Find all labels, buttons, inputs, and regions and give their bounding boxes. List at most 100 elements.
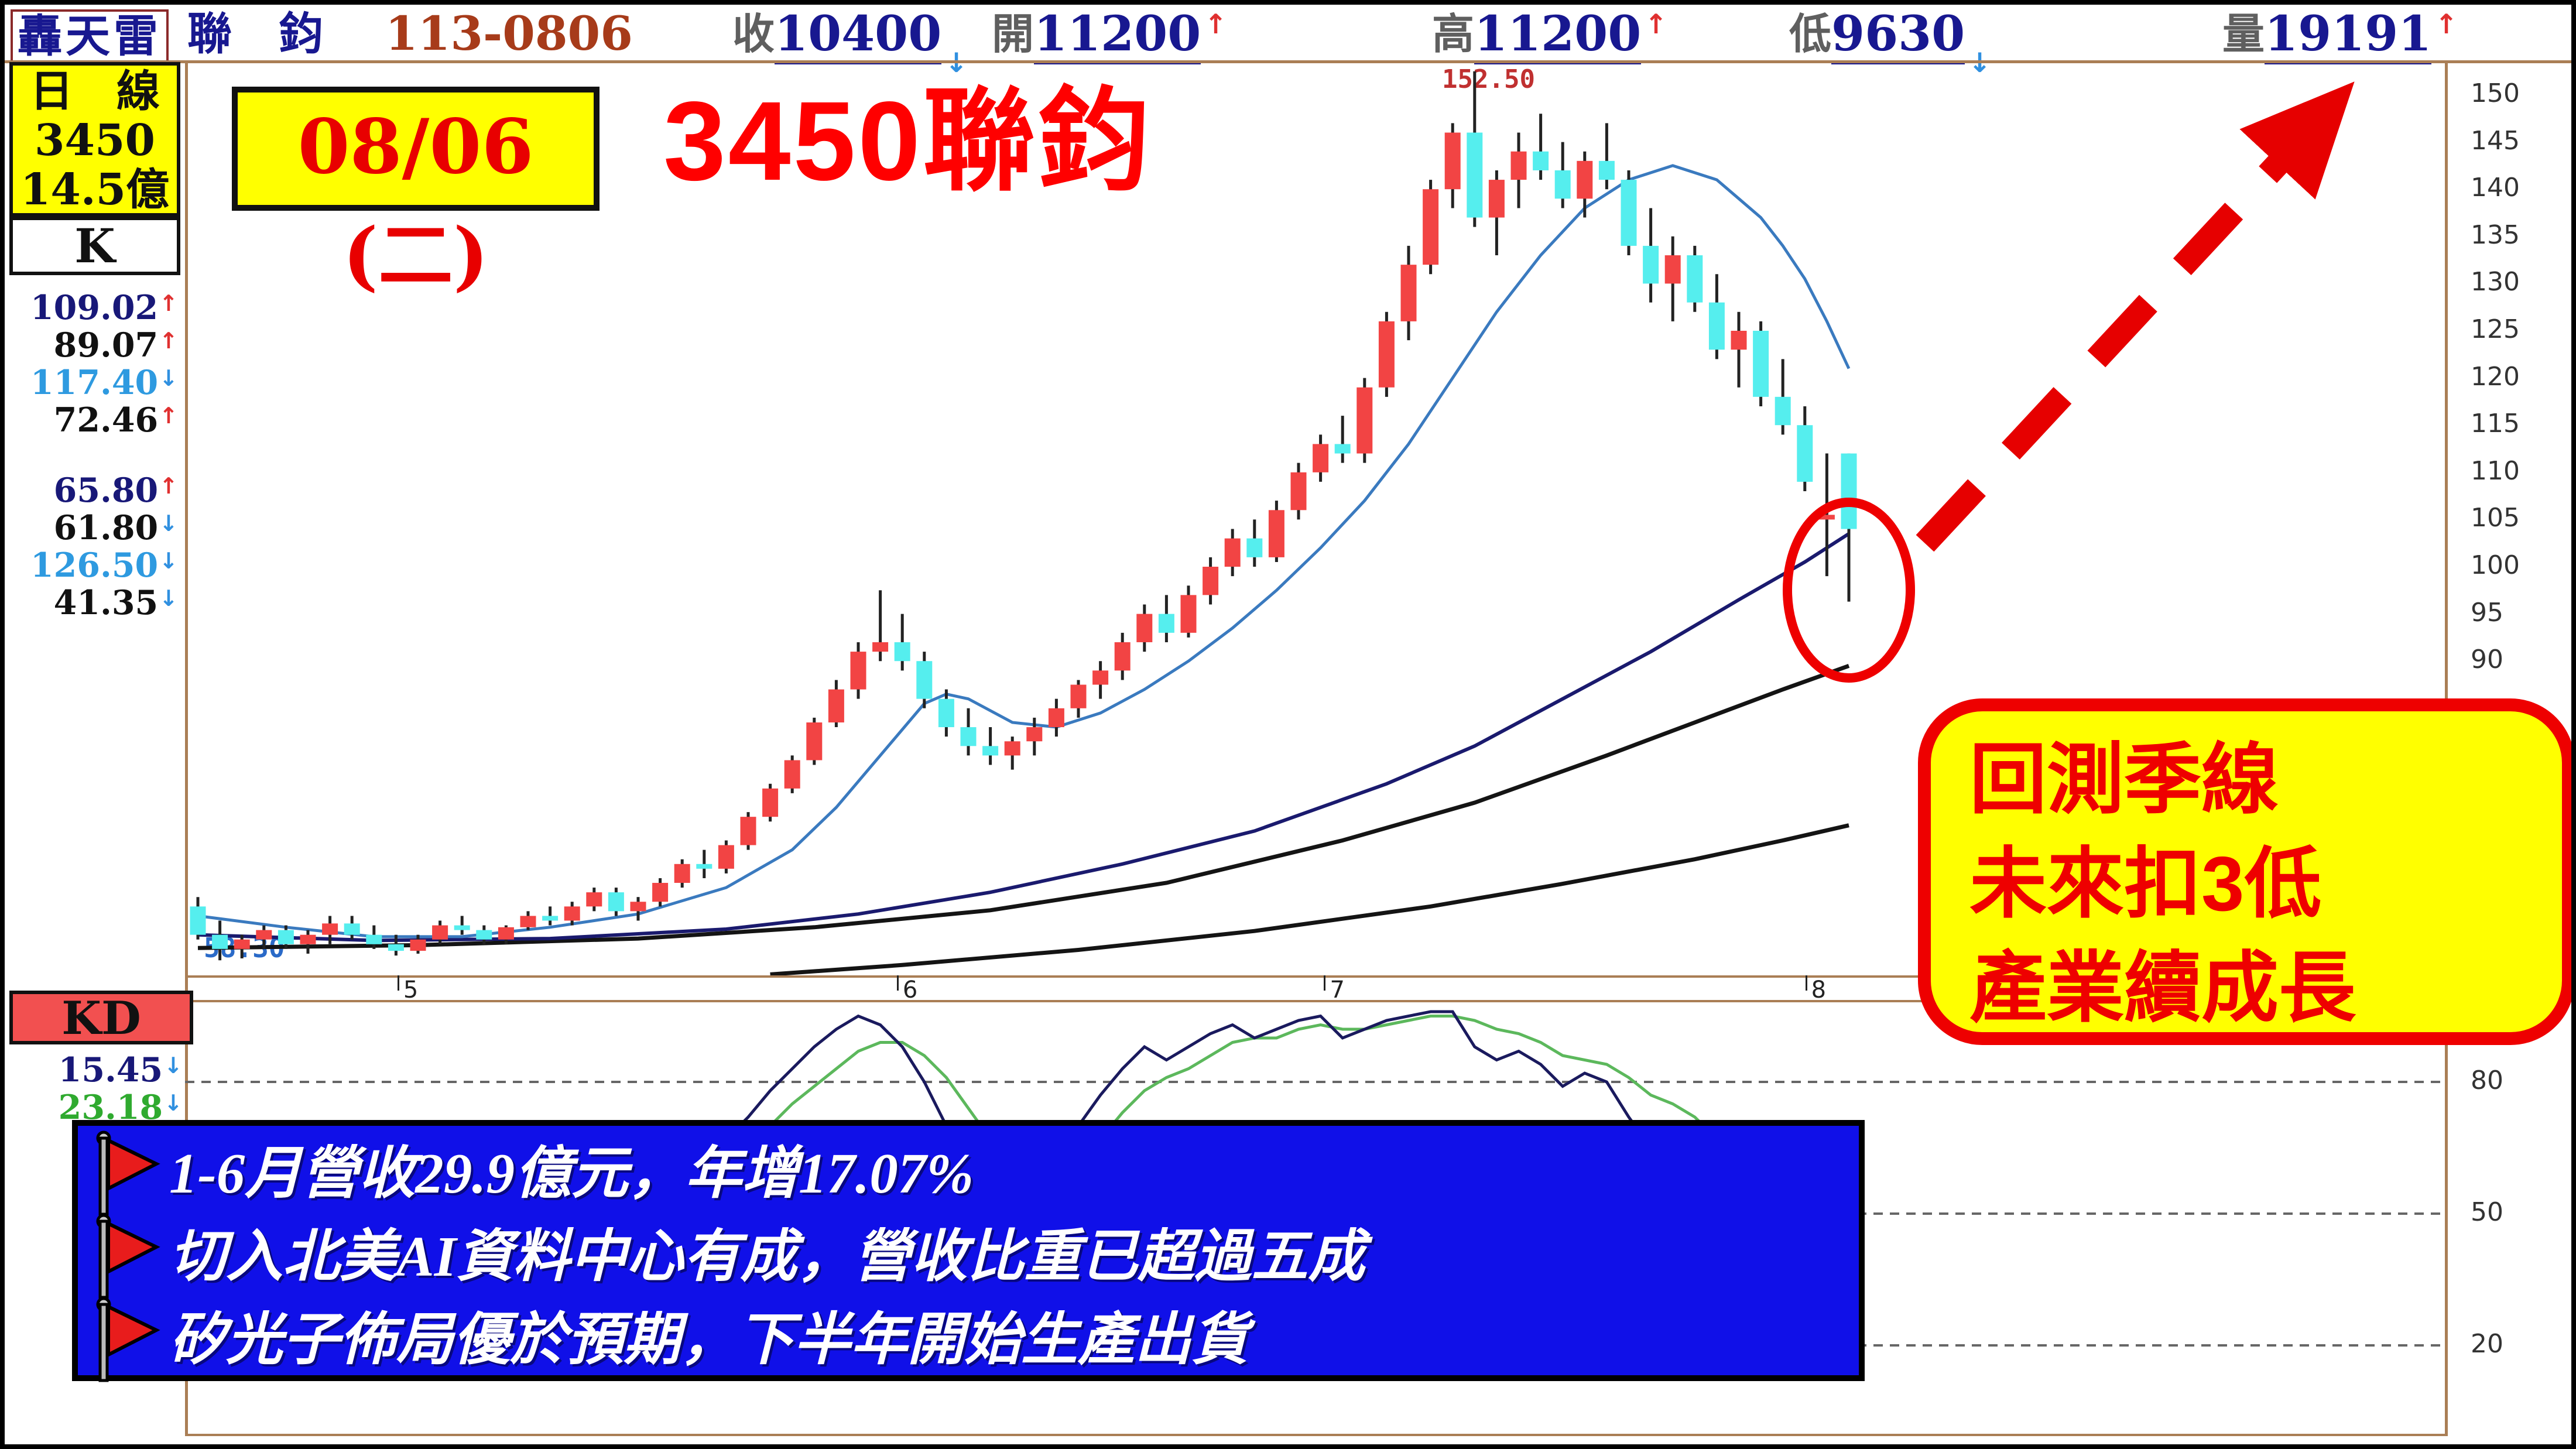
candle-down	[916, 661, 933, 699]
candle-down	[542, 916, 559, 921]
candle-down	[1708, 302, 1725, 350]
candle-down	[1687, 255, 1703, 303]
up-arrow-icon: ↑	[159, 290, 178, 316]
indicator-value: 15.45	[58, 1050, 163, 1090]
kd-tick-label: 80	[2471, 1066, 2503, 1095]
kd-panel-label-box[interactable]: KD	[9, 991, 193, 1044]
month-tick-mark	[397, 975, 399, 991]
indicator-value: 126.50	[30, 546, 159, 585]
candle-up	[1180, 595, 1197, 633]
indicator-value: 23.18	[58, 1088, 163, 1127]
candle-up	[322, 923, 338, 935]
topbar-divider	[5, 60, 2571, 63]
indicator-value-row: 89.07↑	[9, 327, 178, 364]
ma-value-list: 109.02↑ 89.07↑ 117.40↓ 72.46↑ 65.80↑ 61.80↓ 12…	[9, 289, 178, 622]
month-tick-mark	[896, 975, 899, 991]
price-tick-label: 130	[2471, 267, 2520, 297]
up-arrow-icon: ↑	[1645, 8, 1667, 40]
stock-code: 3450	[35, 115, 155, 166]
down-arrow-icon: ↓	[159, 585, 178, 611]
callout-text-line: 回測季線	[1969, 737, 2279, 823]
candle-down	[960, 727, 977, 746]
kd-panel-label: KD	[61, 992, 141, 1045]
kd-bottom-border	[185, 1434, 2448, 1436]
down-arrow-icon: ↓	[159, 548, 178, 574]
indicator-value: 61.80	[53, 508, 159, 547]
price-tick-label: 115	[2471, 409, 2520, 439]
candle-up	[1731, 331, 1747, 350]
candle-down	[1334, 444, 1351, 454]
chart-canvas[interactable]	[5, 5, 2576, 1449]
candle-up	[1070, 684, 1087, 708]
candle-down	[894, 642, 910, 662]
chart-left-border	[185, 60, 188, 1436]
candle-down	[1467, 132, 1483, 218]
k-panel-label: K	[74, 218, 115, 273]
field-label: 低	[1789, 9, 1832, 59]
price-tick-label: 95	[2471, 597, 2503, 628]
field-value[interactable]: 9630	[1831, 8, 1965, 64]
ma-line-half-year	[197, 664, 1850, 950]
candle-up	[1048, 708, 1064, 728]
candle-up	[498, 927, 514, 940]
candle-up	[1400, 265, 1417, 321]
candle-down	[278, 930, 294, 944]
candle-up	[1818, 515, 1835, 520]
field-label: 高	[1432, 9, 1475, 59]
indicator-value-row: 41.35↓	[9, 584, 178, 622]
candle-down	[608, 892, 624, 912]
candle-up	[256, 930, 272, 940]
candle-up	[1092, 670, 1109, 685]
month-tick-label: 7	[1330, 977, 1345, 1003]
date-code[interactable]: 113-0806	[385, 6, 633, 61]
field-label: 量	[2222, 9, 2265, 59]
price-tick-label: 90	[2471, 645, 2503, 675]
field-value[interactable]: 19191	[2265, 8, 2432, 64]
down-arrow-icon: ↓	[164, 1053, 183, 1078]
news-text: 1-6月營收29.9億元，年增17.07%	[169, 1142, 974, 1205]
field-label: 收	[732, 9, 775, 59]
candle-down	[1775, 396, 1791, 426]
news-line: 1-6月營收29.9億元，年增17.07%	[91, 1131, 1859, 1216]
candle-up	[520, 916, 536, 927]
candle-up	[1423, 189, 1439, 265]
price-tick-label: 110	[2471, 455, 2520, 486]
candle-down	[366, 934, 382, 944]
indicator-value-row: 15.45↓	[9, 1051, 183, 1089]
red-flag-icon	[96, 1131, 160, 1216]
candle-up	[1290, 472, 1307, 511]
candle-up	[872, 642, 889, 652]
period-info-box: 日 線 3450 14.5億	[9, 62, 180, 217]
candle-up	[806, 722, 823, 761]
stock-name: 聯 鈞	[187, 8, 324, 60]
xaxis-strip-bottom	[185, 1000, 2448, 1002]
candle-down	[1598, 160, 1615, 180]
price-tick-label: 140	[2471, 173, 2520, 203]
highlight-circle-annotation	[1783, 498, 1915, 683]
k-panel-label-box[interactable]: K	[9, 217, 180, 275]
indicator-value-row: 72.46↑	[9, 402, 178, 439]
down-arrow-icon: ↓	[159, 511, 178, 536]
candle-up	[762, 788, 779, 817]
up-arrow-icon: ↑	[159, 328, 178, 354]
period-label: 日 線	[30, 66, 160, 117]
down-arrow-icon: ↓	[164, 1090, 183, 1116]
candle-up	[1268, 510, 1284, 557]
up-arrow-icon: ↑	[2435, 8, 2458, 40]
candle-up	[1224, 538, 1241, 567]
price-tick-label: 100	[2471, 550, 2520, 580]
news-line: 矽光子佈局優於預期，下半年開始生產出貨	[91, 1297, 1859, 1382]
candle-down	[1643, 245, 1659, 284]
candle-up	[432, 925, 448, 940]
candle-up	[674, 864, 690, 883]
candle-down	[344, 923, 360, 935]
peak-price-label: 152.50	[1442, 64, 1535, 94]
price-tick-label: 145	[2471, 125, 2520, 156]
candle-down	[1841, 453, 1857, 529]
candle-up	[410, 939, 426, 951]
candle-up	[630, 902, 646, 912]
candle-down	[1753, 331, 1769, 397]
candle-up	[1444, 132, 1461, 190]
kd-value-list: 15.45↓ 23.18↓	[9, 1051, 183, 1126]
